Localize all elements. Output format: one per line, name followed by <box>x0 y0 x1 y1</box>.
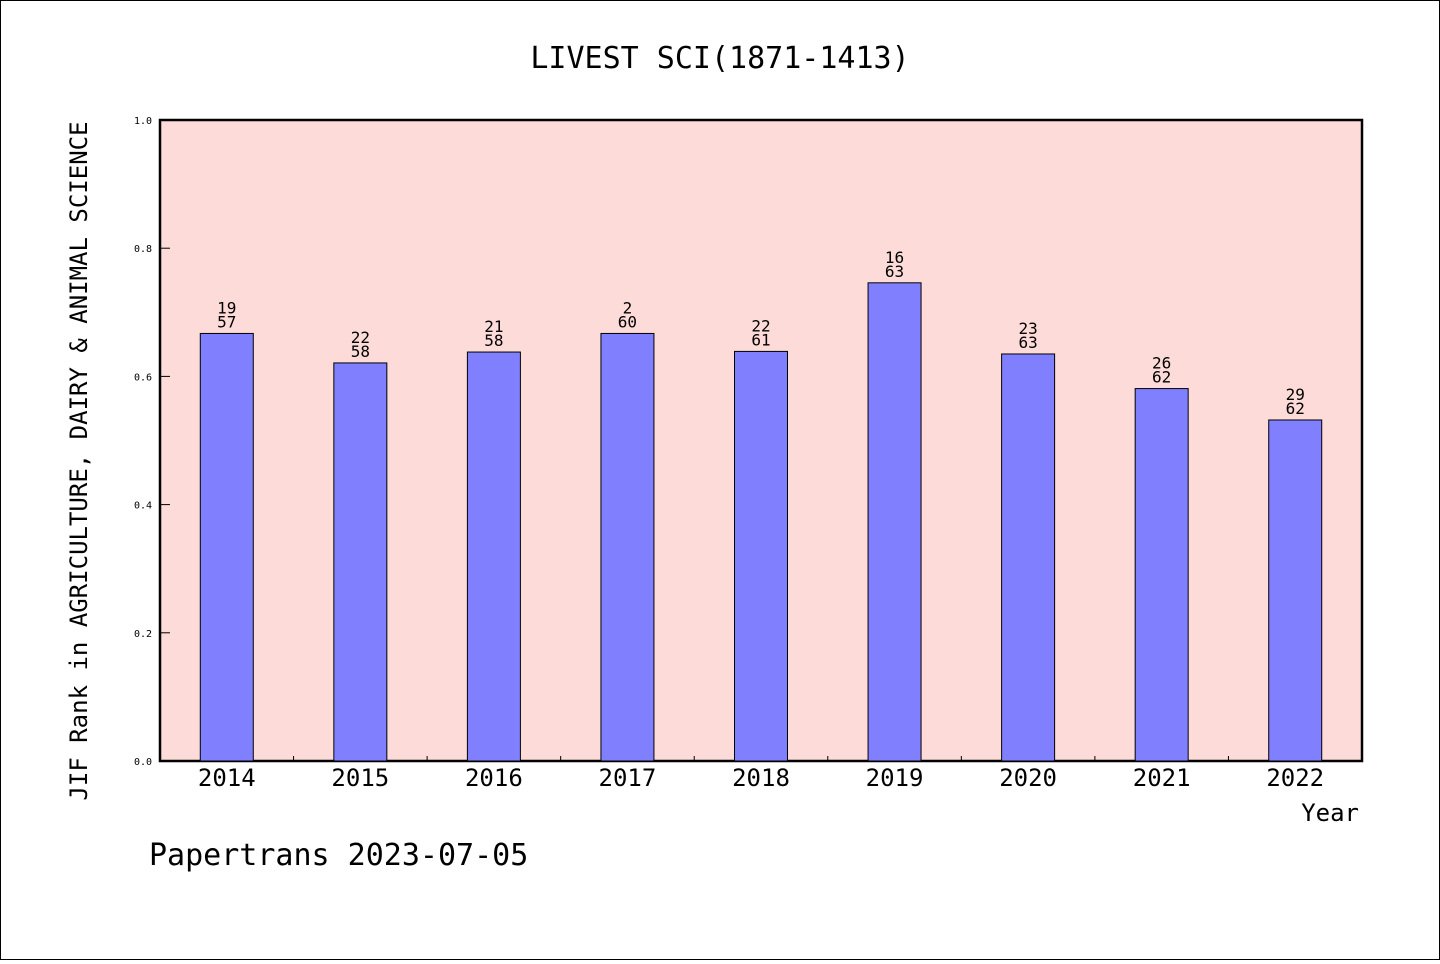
bar-2017 <box>600 332 655 762</box>
bar-rank-label: 23 <box>1018 319 1037 338</box>
bar-2020 <box>1001 353 1056 762</box>
bar-rank-label: 16 <box>885 248 904 267</box>
bar-rank-label: 26 <box>1152 354 1171 373</box>
bar-total-label: 57 <box>217 312 236 331</box>
y-axis-label: JIF Rank in AGRICULTURE, DAIRY & ANIMAL … <box>65 121 93 800</box>
bar-2018 <box>734 350 788 762</box>
bar-rank-label: 2 <box>623 298 633 317</box>
bar-2014 <box>199 332 254 762</box>
y-tick-label: 1.0 <box>134 116 152 127</box>
x-axis: 2014 2015 2016 2017 2018 2019 2020 2021 2022 <box>198 756 1324 792</box>
y-tick-label: 0.6 <box>134 372 152 383</box>
x-tick-label: 2014 <box>198 764 256 792</box>
bar-total-label: 63 <box>885 262 904 281</box>
x-tick-label: 2015 <box>331 764 389 792</box>
bar-total-label: 63 <box>1018 333 1037 352</box>
bar-rank-label: 22 <box>751 316 770 335</box>
bar-rank-label: 22 <box>351 328 370 347</box>
y-axis: 0.0 0.2 0.4 0.6 0.8 1.0 <box>134 116 170 768</box>
x-tick-label: 2020 <box>999 764 1057 792</box>
y-tick-label: 0.8 <box>134 244 152 255</box>
bar-rank-label: 21 <box>484 317 503 336</box>
bar-2019 <box>867 282 922 762</box>
bar-total-label: 62 <box>1286 399 1305 418</box>
bar-2021 <box>1134 388 1189 762</box>
x-tick-label: 2017 <box>599 764 657 792</box>
bar-total-label: 60 <box>618 312 637 331</box>
bar-total-label: 58 <box>484 331 503 350</box>
x-tick-label: 2016 <box>465 764 523 792</box>
footer-credit: Papertrans 2023-07-05 <box>149 838 528 873</box>
y-tick-label: 0.2 <box>134 629 152 640</box>
bar-total-label: 61 <box>751 330 770 349</box>
y-tick-label: 0.0 <box>134 757 152 768</box>
x-tick-label: 2018 <box>732 764 790 792</box>
bar-2016 <box>466 351 521 762</box>
x-axis-label: Year <box>1301 799 1359 827</box>
x-tick-label: 2019 <box>866 764 924 792</box>
chart-title: LIVEST SCI(1871-1413) <box>530 41 909 76</box>
x-tick-label: 2022 <box>1266 764 1324 792</box>
bar-2015 <box>333 362 388 762</box>
bar-total-label: 62 <box>1152 368 1171 387</box>
bar-total-label: 58 <box>351 342 370 361</box>
y-tick-label: 0.4 <box>134 501 152 512</box>
bar-rank-label: 29 <box>1286 385 1305 404</box>
x-tick-label: 2021 <box>1133 764 1191 792</box>
bar-2022 <box>1268 419 1323 762</box>
bar-rank-label: 19 <box>217 298 236 317</box>
